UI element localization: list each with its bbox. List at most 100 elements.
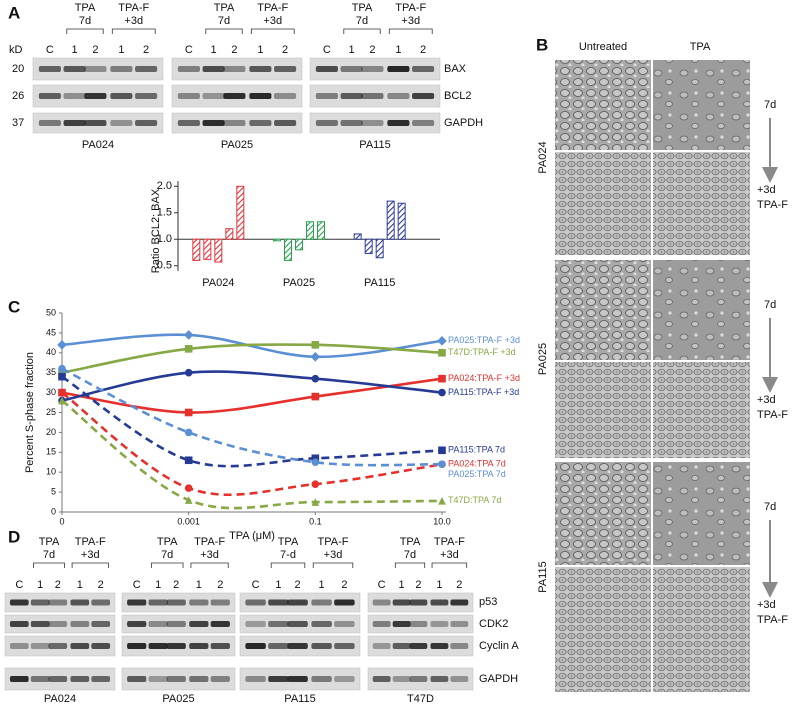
- blot-band: [91, 643, 111, 649]
- micrograph: [653, 260, 750, 360]
- treatment-time: 7d: [43, 549, 55, 561]
- treatment-label: TPA-F: [318, 536, 349, 548]
- blot-band: [210, 676, 230, 682]
- lane-bracket: [270, 562, 306, 568]
- blot-band: [30, 676, 50, 682]
- x-tick-label: 0.001: [177, 516, 200, 526]
- blot-band: [340, 93, 363, 99]
- blot-band: [409, 621, 428, 627]
- blot-band: [409, 599, 428, 606]
- point: [184, 428, 193, 437]
- blot-band: [268, 643, 289, 649]
- x-tick-label: 0.1: [309, 516, 322, 526]
- micrograph: [653, 362, 750, 458]
- blot-band: [63, 120, 86, 126]
- blot-band: [372, 676, 391, 682]
- lane-label: 2: [282, 44, 288, 56]
- treatment-label: TPA: [278, 536, 299, 548]
- series-line: [61, 367, 443, 467]
- treatment-label: TPA: [400, 536, 421, 548]
- blot-band: [387, 120, 410, 126]
- row-label: PA115: [537, 561, 549, 592]
- micrograph: [555, 362, 651, 458]
- lane-bracket: [111, 28, 156, 34]
- blot-band: [9, 599, 29, 606]
- lane-label: 1: [118, 44, 124, 56]
- lane-bracket: [190, 562, 229, 568]
- treatment-label: TPA-F: [757, 199, 788, 211]
- blot-band: [361, 120, 384, 126]
- blot-band: [148, 643, 168, 649]
- series-label: PA024:TPA 7d: [448, 459, 506, 469]
- protein-label: BCL2: [444, 90, 472, 102]
- treatment-time: 7d: [404, 549, 416, 561]
- lane-label: C: [185, 44, 193, 56]
- blot-band: [166, 676, 186, 682]
- y-axis-title: Ratio BCL2: BAX: [150, 188, 162, 273]
- blot-band: [148, 621, 168, 627]
- lane-bracket: [71, 562, 109, 568]
- blot-strip: [309, 57, 441, 81]
- column-label: TPA: [690, 41, 711, 53]
- blot-band: [210, 621, 230, 627]
- blot-band: [268, 621, 289, 627]
- point: [57, 340, 67, 350]
- lane-label: 1: [155, 579, 161, 591]
- blot-band: [91, 599, 111, 606]
- blot-band: [189, 599, 209, 606]
- point: [184, 368, 193, 377]
- series-line: [61, 377, 443, 414]
- x-axis-title: TPA (μM): [229, 530, 275, 542]
- blot-band: [340, 66, 363, 72]
- blot-band: [9, 676, 29, 682]
- marker-label: 20: [12, 63, 24, 75]
- blot-band: [392, 621, 411, 627]
- treatment-label: TPA: [39, 536, 60, 548]
- blot-band: [202, 120, 225, 126]
- series-line: [61, 375, 443, 468]
- blot-band: [189, 676, 209, 682]
- panel-label: A: [8, 3, 20, 22]
- bar: [364, 238, 373, 255]
- lane-label: 1: [395, 44, 401, 56]
- cell-line-label: PA024: [82, 139, 114, 151]
- blot-band: [361, 93, 384, 99]
- y-tick-label: 45: [46, 327, 56, 337]
- blot-band: [202, 66, 225, 72]
- blot-band: [84, 120, 107, 126]
- point: [58, 364, 66, 373]
- micrograph: [653, 60, 750, 150]
- lane-bracket: [388, 28, 433, 34]
- blot-band: [91, 621, 111, 627]
- blot-band: [48, 621, 68, 627]
- micrograph: [555, 260, 651, 360]
- micrograph: [653, 462, 750, 565]
- blot-strip: [171, 112, 303, 134]
- series-line: [61, 391, 443, 497]
- bar: [353, 233, 362, 240]
- protein-label: Cyclin A: [479, 640, 519, 652]
- blot-band: [287, 643, 308, 649]
- bar: [203, 238, 212, 260]
- point: [184, 456, 193, 465]
- treatment-label: TPA-F: [194, 536, 225, 548]
- blot-band: [48, 643, 68, 649]
- blot-strip: [4, 592, 116, 613]
- series-label: T47D:TPA-F +3d: [448, 347, 516, 357]
- blot-band: [334, 599, 355, 606]
- y-tick-label: 30: [46, 387, 56, 397]
- blot-band: [9, 643, 29, 649]
- lane-label: C: [15, 579, 23, 591]
- lane-label: 2: [456, 579, 462, 591]
- blot-band: [148, 676, 168, 682]
- lane-bracket: [312, 562, 354, 568]
- time-label: 7d: [764, 99, 776, 111]
- blot-band: [392, 676, 411, 682]
- blot-band: [245, 621, 266, 627]
- lane-label: C: [46, 44, 54, 56]
- blot-band: [361, 66, 384, 72]
- lane-label: C: [323, 44, 331, 56]
- series-label: PA024:TPA-F +3d: [448, 373, 520, 383]
- blot-band: [63, 66, 86, 72]
